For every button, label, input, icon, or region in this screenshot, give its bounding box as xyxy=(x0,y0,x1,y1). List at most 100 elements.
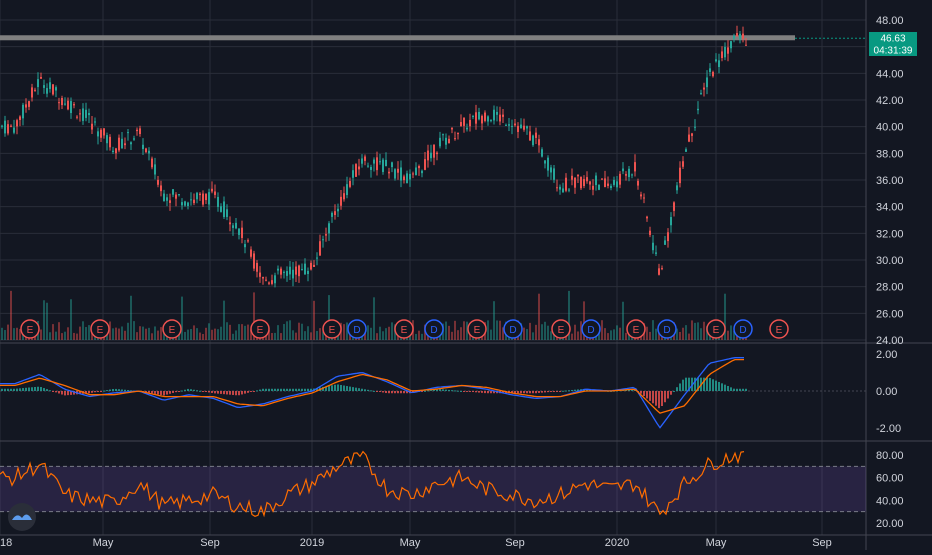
volume-bar xyxy=(274,332,276,340)
volume-bar xyxy=(133,321,135,340)
candle-body xyxy=(79,113,81,115)
candle-body xyxy=(736,33,738,37)
candle-body xyxy=(334,211,336,216)
macd-histogram-bar xyxy=(559,391,561,392)
candlestick-series xyxy=(1,25,747,288)
rsi-tick-label: 20.00 xyxy=(876,518,904,530)
macd-histogram-bar xyxy=(280,388,282,391)
last-price-text: 46.63 xyxy=(880,34,905,45)
logo-badge[interactable] xyxy=(8,503,36,531)
volume-bar xyxy=(568,290,570,340)
candle-body xyxy=(307,270,309,274)
volume-bar xyxy=(40,329,42,340)
candle-body xyxy=(598,184,600,190)
candle-body xyxy=(310,262,312,270)
macd-histogram-bar xyxy=(46,389,48,391)
macd-histogram-bar xyxy=(439,389,441,391)
volume-bar xyxy=(289,320,291,340)
candle-body xyxy=(658,268,660,275)
macd-pane xyxy=(0,357,866,429)
candle-body xyxy=(667,232,669,242)
volume-bar xyxy=(649,331,651,340)
candle-body xyxy=(616,181,618,188)
macd-histogram-bar xyxy=(193,389,195,391)
macd-tick-label: 0.00 xyxy=(876,386,897,398)
candle-body xyxy=(382,159,384,172)
volume-bar xyxy=(601,320,603,340)
macd-histogram-bar xyxy=(205,391,207,392)
macd-histogram-bar xyxy=(373,390,375,392)
candle-body xyxy=(85,109,87,118)
macd-histogram-bar xyxy=(310,388,312,391)
macd-histogram-bar xyxy=(70,391,72,395)
candle-body xyxy=(718,60,720,68)
macd-histogram-bar xyxy=(271,388,273,391)
candle-body xyxy=(472,115,474,117)
macd-histogram-bar xyxy=(283,388,285,391)
macd-histogram-bar xyxy=(160,391,162,395)
volume-bar xyxy=(52,324,54,340)
candle-body xyxy=(121,138,123,149)
candle-body xyxy=(268,282,270,284)
macd-histogram-bar xyxy=(301,388,303,391)
macd-histogram-bar xyxy=(253,391,255,392)
candle-body xyxy=(301,268,303,270)
candle-body xyxy=(148,150,150,154)
earnings-marker xyxy=(706,319,726,339)
volume-bar xyxy=(652,320,654,340)
volume-bar xyxy=(211,329,213,340)
macd-histogram-bar xyxy=(175,391,177,393)
macd-histogram-bar xyxy=(43,388,45,391)
macd-histogram-bar xyxy=(430,389,432,391)
macd-histogram-bar xyxy=(511,391,513,394)
macd-histogram-bar xyxy=(10,388,12,391)
volume-bar xyxy=(625,332,627,340)
volume-bar xyxy=(115,327,117,340)
price-tick-label: 34.00 xyxy=(876,202,904,214)
macd-histogram-bar xyxy=(586,388,588,391)
price-tick-label: 44.00 xyxy=(876,68,904,80)
macd-histogram-bar xyxy=(388,391,390,394)
macd-histogram-bar xyxy=(340,384,342,391)
candle-body xyxy=(67,100,69,110)
macd-histogram-bar xyxy=(169,391,171,394)
macd-line xyxy=(0,357,744,429)
volume-bar xyxy=(415,333,417,340)
volume-bar xyxy=(706,326,708,340)
candle-body xyxy=(226,209,228,217)
candle-body xyxy=(313,264,315,267)
macd-histogram-bar xyxy=(460,390,462,392)
volume-bar xyxy=(535,324,537,340)
candle-body xyxy=(661,268,663,270)
macd-histogram-bar xyxy=(652,391,654,404)
volume-bar xyxy=(217,329,219,340)
candle-body xyxy=(88,113,90,116)
volume-bar xyxy=(502,327,504,340)
candle-body xyxy=(433,144,435,158)
macd-histogram-bar xyxy=(250,391,252,393)
candle-body xyxy=(475,112,477,124)
candle-body xyxy=(43,85,45,88)
candle-body xyxy=(361,158,363,164)
macd-histogram-bar xyxy=(568,390,570,392)
volume-bar xyxy=(145,328,147,340)
volume-bar xyxy=(550,331,552,340)
candle-body xyxy=(538,139,540,146)
macd-histogram-bar xyxy=(268,388,270,391)
volume-bar xyxy=(676,328,678,340)
macd-histogram-bar xyxy=(361,388,363,391)
candle-body xyxy=(349,180,351,187)
macd-histogram-bar xyxy=(106,390,108,392)
macd-histogram-bar xyxy=(118,389,120,391)
candle-body xyxy=(484,112,486,121)
candle-body xyxy=(232,225,234,228)
volume-bar xyxy=(10,290,12,340)
macd-histogram-bar xyxy=(655,391,657,406)
macd-histogram-bar xyxy=(238,391,240,396)
macd-histogram-bar xyxy=(298,388,300,391)
volume-bar xyxy=(193,325,195,340)
price-tick-label: 36.00 xyxy=(876,175,904,187)
